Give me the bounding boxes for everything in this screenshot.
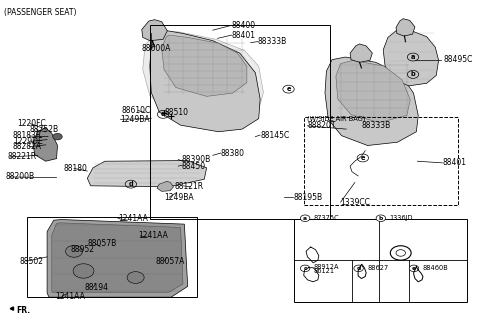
Text: 88145C: 88145C xyxy=(260,131,289,139)
Polygon shape xyxy=(325,57,418,145)
Text: 88460B: 88460B xyxy=(422,266,448,271)
Text: 1241AA: 1241AA xyxy=(118,214,148,223)
Polygon shape xyxy=(10,307,13,310)
Text: b: b xyxy=(379,216,383,221)
Text: 1220FC: 1220FC xyxy=(17,119,46,128)
Polygon shape xyxy=(33,128,58,161)
Text: d: d xyxy=(161,112,166,117)
Circle shape xyxy=(73,264,94,278)
Polygon shape xyxy=(350,44,372,62)
Text: 1249BA: 1249BA xyxy=(164,193,193,202)
Text: 88057B: 88057B xyxy=(87,239,117,248)
Text: a: a xyxy=(411,54,415,60)
Circle shape xyxy=(300,215,310,221)
Circle shape xyxy=(409,265,419,272)
Circle shape xyxy=(396,250,406,256)
Text: 88502: 88502 xyxy=(20,257,44,266)
Text: 88333B: 88333B xyxy=(258,37,287,46)
Text: 88752B: 88752B xyxy=(29,125,58,134)
Circle shape xyxy=(53,133,62,140)
Polygon shape xyxy=(383,30,439,86)
Text: 88200B: 88200B xyxy=(5,172,35,182)
Text: 86121: 86121 xyxy=(313,268,335,274)
Text: 88450: 88450 xyxy=(181,162,205,171)
Text: e: e xyxy=(412,266,416,271)
Polygon shape xyxy=(396,19,415,36)
Text: 88401: 88401 xyxy=(443,158,467,167)
Text: 88183R: 88183R xyxy=(12,132,42,140)
Text: 88952: 88952 xyxy=(71,245,95,254)
Text: 88121R: 88121R xyxy=(175,182,204,191)
Text: c: c xyxy=(303,266,307,271)
Polygon shape xyxy=(150,30,260,132)
Text: d: d xyxy=(357,266,361,271)
Text: 88221R: 88221R xyxy=(8,152,37,162)
Text: 1229DE: 1229DE xyxy=(13,137,43,146)
Text: e: e xyxy=(286,86,291,92)
Text: 88400: 88400 xyxy=(232,21,256,30)
Text: 88912A: 88912A xyxy=(313,264,339,270)
Polygon shape xyxy=(52,223,183,292)
Text: (W/SIDE AIR BAG): (W/SIDE AIR BAG) xyxy=(308,115,366,122)
Text: 88401: 88401 xyxy=(232,31,256,39)
Text: e: e xyxy=(360,155,365,161)
Polygon shape xyxy=(336,60,410,123)
Text: 1241AA: 1241AA xyxy=(55,292,85,301)
Circle shape xyxy=(300,265,310,272)
Text: 88495C: 88495C xyxy=(444,55,473,64)
Circle shape xyxy=(66,245,83,257)
Polygon shape xyxy=(47,219,188,297)
Text: (PASSENGER SEAT): (PASSENGER SEAT) xyxy=(4,8,77,17)
Text: 88057A: 88057A xyxy=(156,257,185,266)
Text: 88510: 88510 xyxy=(164,108,188,116)
Text: 88195B: 88195B xyxy=(293,193,323,202)
Text: 88610C: 88610C xyxy=(121,106,151,115)
Text: 87375C: 87375C xyxy=(313,215,339,221)
Text: a: a xyxy=(303,216,307,221)
Text: FR.: FR. xyxy=(16,306,30,315)
Polygon shape xyxy=(162,35,247,96)
Text: d: d xyxy=(129,181,133,187)
Text: 1249BA: 1249BA xyxy=(120,115,150,124)
Text: 1339CC: 1339CC xyxy=(341,198,371,207)
Circle shape xyxy=(354,265,363,272)
Circle shape xyxy=(127,272,144,283)
Text: 88600A: 88600A xyxy=(142,44,171,53)
Text: 1336JD: 1336JD xyxy=(389,215,413,221)
Polygon shape xyxy=(143,32,264,121)
Text: 88820T: 88820T xyxy=(308,121,336,130)
Circle shape xyxy=(390,246,411,260)
Text: 88180: 88180 xyxy=(63,164,87,173)
Text: 88194: 88194 xyxy=(85,283,109,292)
Polygon shape xyxy=(87,161,206,187)
Polygon shape xyxy=(142,20,168,41)
Text: 88333B: 88333B xyxy=(361,121,391,130)
Text: 1241AA: 1241AA xyxy=(138,231,168,240)
Text: 88627: 88627 xyxy=(367,266,388,271)
Text: 88380: 88380 xyxy=(221,148,245,158)
Text: 88282A: 88282A xyxy=(12,142,42,151)
Text: 88390B: 88390B xyxy=(181,155,211,164)
Text: b: b xyxy=(411,71,415,77)
Circle shape xyxy=(376,215,385,221)
Polygon shape xyxy=(157,182,173,191)
